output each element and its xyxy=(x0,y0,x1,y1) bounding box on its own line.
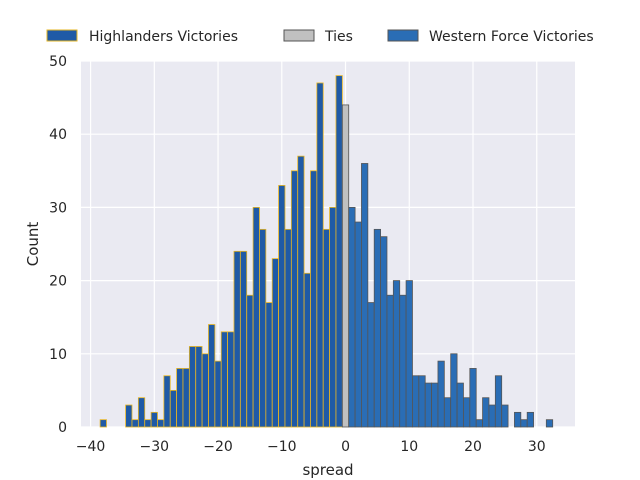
bar xyxy=(188,346,197,428)
y-tick-label: 0 xyxy=(58,420,67,436)
bar xyxy=(201,353,209,428)
bar xyxy=(348,206,356,428)
bar xyxy=(482,397,490,428)
bar xyxy=(208,324,216,428)
bar xyxy=(335,75,343,428)
bar xyxy=(220,331,229,428)
bar xyxy=(182,368,190,428)
legend-swatch xyxy=(387,29,419,42)
y-axis-ticks: 0 10 20 30 40 50 xyxy=(49,54,67,436)
bar xyxy=(284,228,292,428)
x-tick-label: 0 xyxy=(341,439,350,455)
x-tick-label: −40 xyxy=(76,439,106,455)
x-tick-label: 10 xyxy=(400,439,418,455)
legend-label: Ties xyxy=(324,29,353,45)
bar xyxy=(399,294,407,428)
bar xyxy=(456,382,464,428)
bar xyxy=(271,258,279,428)
bar xyxy=(488,404,496,428)
legend: Highlanders Victories Ties Western Force V… xyxy=(46,29,594,45)
bar xyxy=(361,163,369,428)
bar xyxy=(437,360,445,428)
bar xyxy=(297,155,305,428)
bar xyxy=(252,206,260,428)
bar xyxy=(157,419,165,428)
bar xyxy=(520,419,528,428)
bar xyxy=(501,404,509,428)
y-tick-label: 10 xyxy=(49,347,67,363)
bar xyxy=(424,382,432,428)
bar xyxy=(316,82,324,428)
bar xyxy=(137,397,146,428)
y-axis-label: Count xyxy=(24,222,42,267)
x-axis-label: spread xyxy=(302,461,353,479)
bar xyxy=(310,170,318,428)
bar xyxy=(329,206,337,428)
bar xyxy=(265,302,273,428)
bar xyxy=(367,302,375,428)
bar xyxy=(380,236,388,428)
x-tick-label: 30 xyxy=(528,439,546,455)
bar xyxy=(195,346,203,428)
x-axis-ticks: −40 −30 −20 −10 0 10 20 30 xyxy=(76,439,546,455)
bar xyxy=(514,411,522,428)
bar xyxy=(545,419,554,428)
bar xyxy=(131,419,139,428)
bar xyxy=(303,272,311,428)
bar xyxy=(227,331,235,428)
bar xyxy=(176,368,184,428)
bar xyxy=(526,411,534,428)
bar xyxy=(341,104,350,428)
legend-swatch xyxy=(46,29,78,42)
y-tick-label: 40 xyxy=(49,127,67,143)
y-tick-label: 50 xyxy=(49,54,67,70)
bar xyxy=(431,382,439,428)
bar xyxy=(405,280,413,428)
legend-label: Highlanders Victories xyxy=(89,29,238,45)
bar xyxy=(246,294,254,428)
bar xyxy=(150,411,158,428)
bar xyxy=(443,397,452,428)
bar xyxy=(239,250,248,428)
x-tick-label: −30 xyxy=(140,439,170,455)
bar xyxy=(386,294,394,428)
legend-swatch xyxy=(283,29,315,42)
bar xyxy=(278,185,286,428)
bar xyxy=(475,419,483,428)
bar xyxy=(469,368,477,428)
bar xyxy=(412,375,420,428)
bar xyxy=(373,228,381,428)
bar xyxy=(418,375,426,428)
bars-group xyxy=(99,75,554,428)
bar xyxy=(392,280,401,428)
bar xyxy=(450,353,458,428)
x-tick-label: −10 xyxy=(267,439,297,455)
y-tick-label: 30 xyxy=(49,200,67,216)
bar xyxy=(125,404,133,428)
x-tick-label: 20 xyxy=(464,439,482,455)
bar xyxy=(494,375,503,428)
bar xyxy=(163,375,171,428)
bar xyxy=(233,250,241,428)
bar xyxy=(463,397,471,428)
bar xyxy=(144,419,152,428)
legend-label: Western Force Victories xyxy=(429,29,594,45)
bar xyxy=(290,170,299,428)
bar xyxy=(169,389,178,428)
bar xyxy=(259,228,267,428)
bar xyxy=(99,419,107,428)
bar xyxy=(354,221,362,428)
y-tick-label: 20 xyxy=(49,274,67,290)
bar xyxy=(214,360,222,428)
x-tick-label: −20 xyxy=(203,439,233,455)
bar xyxy=(322,228,330,428)
